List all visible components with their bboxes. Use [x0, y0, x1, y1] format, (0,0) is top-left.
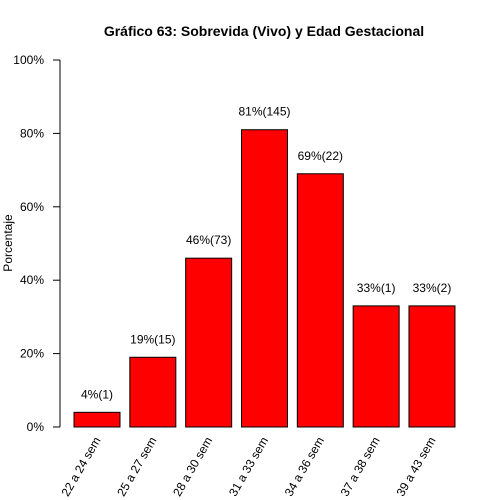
bar — [240, 129, 288, 428]
bar-data-label: 33%(1) — [357, 281, 396, 295]
x-tick-label: 34 a 36 sem — [282, 435, 327, 499]
bar — [408, 305, 456, 428]
y-axis-ticks: 0% 20% 40% 60% 80% 100% — [13, 53, 60, 434]
y-tick-label: 100% — [13, 53, 44, 67]
bar-data-label: 69%(22) — [298, 149, 343, 163]
y-tick-label: 80% — [20, 126, 44, 140]
bars-group — [73, 129, 456, 428]
bar — [129, 356, 177, 428]
x-tick-label: 22 a 24 sem — [58, 435, 103, 499]
y-tick-label: 20% — [20, 347, 44, 361]
x-tick-label: 37 a 38 sem — [338, 435, 383, 499]
y-axis-label: Porcentaje — [1, 214, 15, 272]
y-tick-label: 40% — [20, 273, 44, 287]
x-tick-label: 25 a 27 sem — [114, 435, 159, 499]
x-tick-label: 28 a 30 sem — [170, 435, 215, 499]
bar — [73, 411, 121, 428]
y-tick-label: 0% — [27, 420, 45, 434]
bar-data-label: 81%(145) — [238, 105, 290, 119]
bar-data-label: 33%(2) — [413, 281, 452, 295]
chart-title: Gráfico 63: Sobrevida (Vivo) y Edad Gest… — [104, 23, 424, 39]
bar-data-label: 19%(15) — [130, 332, 175, 346]
x-tick-label: 31 a 33 sem — [226, 435, 271, 499]
bar-labels-group: 4%(1) 19%(15) 46%(73) 81%(145) 69%(22) 33%(1)… — [81, 105, 451, 402]
x-tick-labels-group: 22 a 24 sem 25 a 27 sem 28 a 30 sem 31 a 33… — [58, 435, 438, 499]
bar-data-label: 46%(73) — [186, 233, 231, 247]
x-tick-label: 39 a 43 sem — [393, 435, 438, 499]
bar-data-label: 4%(1) — [81, 387, 113, 401]
y-tick-label: 60% — [20, 200, 44, 214]
bar — [296, 173, 344, 428]
bar — [185, 257, 233, 428]
bar — [352, 305, 400, 428]
